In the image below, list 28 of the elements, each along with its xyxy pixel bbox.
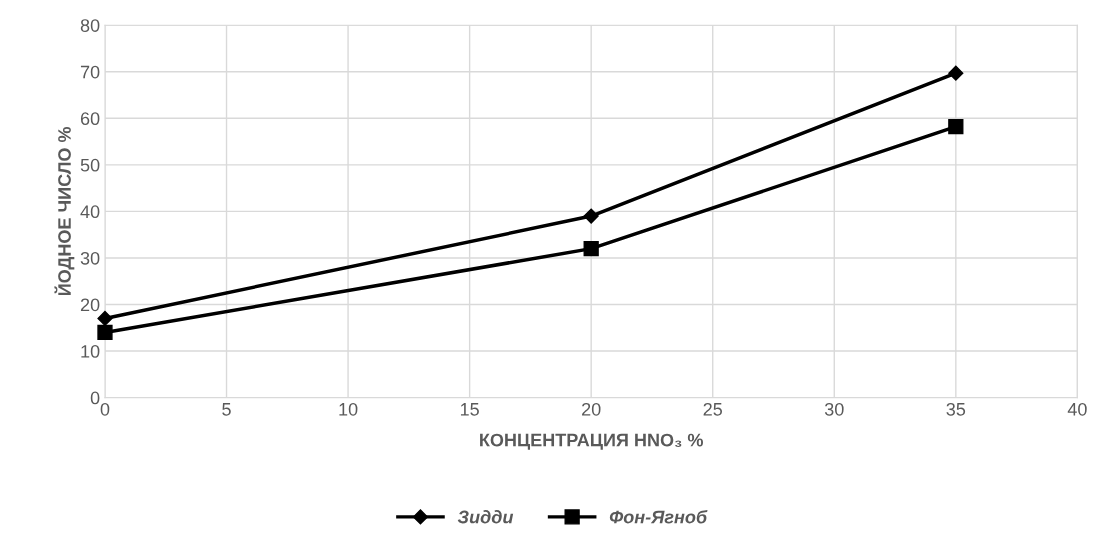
y-tick-label: 70 [80,65,100,79]
x-tick-label: 5 [222,403,231,416]
x-tick-label: 15 [460,403,479,416]
y-tick-label: 40 [80,205,100,219]
x-tick-label: 35 [946,402,966,416]
point [948,119,964,135]
x-tick-label: 10 [339,402,358,416]
y-tick-label: 50 [80,158,100,172]
legend-label: Зидди [457,510,514,524]
point [97,310,113,327]
x-tick-label: 30 [824,402,844,416]
point [948,65,964,81]
point [97,324,113,341]
x-axis-title: КОНЦЕНТРАЦИЯ HNO₃ % [480,433,703,450]
x-tick-label: 0 [100,402,110,416]
legend-label: Фон-Ягноб [609,509,708,524]
y-tick-label: 10 [81,344,100,358]
x-tick-label: 20 [582,402,601,416]
y-tick-label: 60 [80,112,100,126]
y-axis-title: ЙОДНОЕ ЧИСЛО % [54,126,75,296]
y-tick-label: 20 [80,298,100,312]
point [583,208,599,224]
y-tick-label: 30 [80,251,100,265]
y-tick-label: 0 [90,391,100,405]
x-tick-label: 25 [703,402,723,416]
point [583,241,599,257]
x-tick-label: 40 [1067,402,1087,416]
y-tick-label: 80 [80,19,100,32]
